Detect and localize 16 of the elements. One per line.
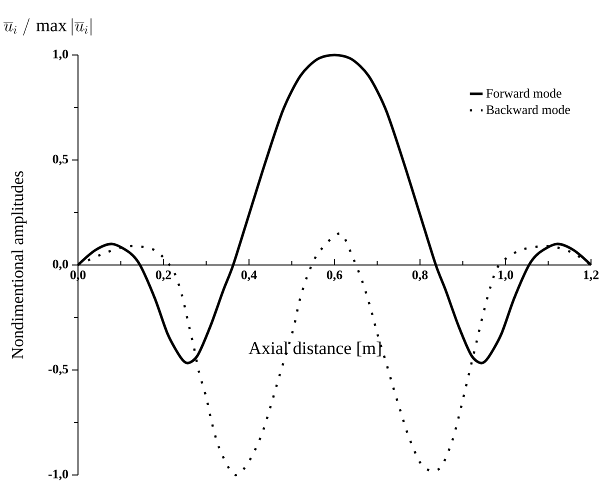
y-tick-label: -1,0 <box>48 470 68 480</box>
x-tick-label: 1,2 <box>584 270 599 282</box>
x-tick-label: 0,2 <box>156 270 172 282</box>
y-tick-label: 1,0 <box>53 50 68 60</box>
y-tick-label: 0,0 <box>52 260 68 270</box>
x-axis-title: Axial distance [m] <box>248 342 381 356</box>
y-tick-label: 0,5 <box>52 154 68 166</box>
legend-label: Backward mode <box>486 105 570 114</box>
x-tick-label: 1,0 <box>498 270 514 282</box>
legend-label: Forward mode <box>486 88 562 98</box>
x-tick-label: 0,4 <box>241 270 257 282</box>
x-tick-label: 0,6 <box>326 270 342 282</box>
x-tick-label: 0,8 <box>412 270 428 282</box>
y-axis-title: Nondimentional amplitudes <box>11 171 27 359</box>
y-tick-label: -0,5 <box>48 364 68 376</box>
text: $\overline{u}_i \;/\, \max\left|\overline{u}_i\right|$ <box>4 18 92 36</box>
